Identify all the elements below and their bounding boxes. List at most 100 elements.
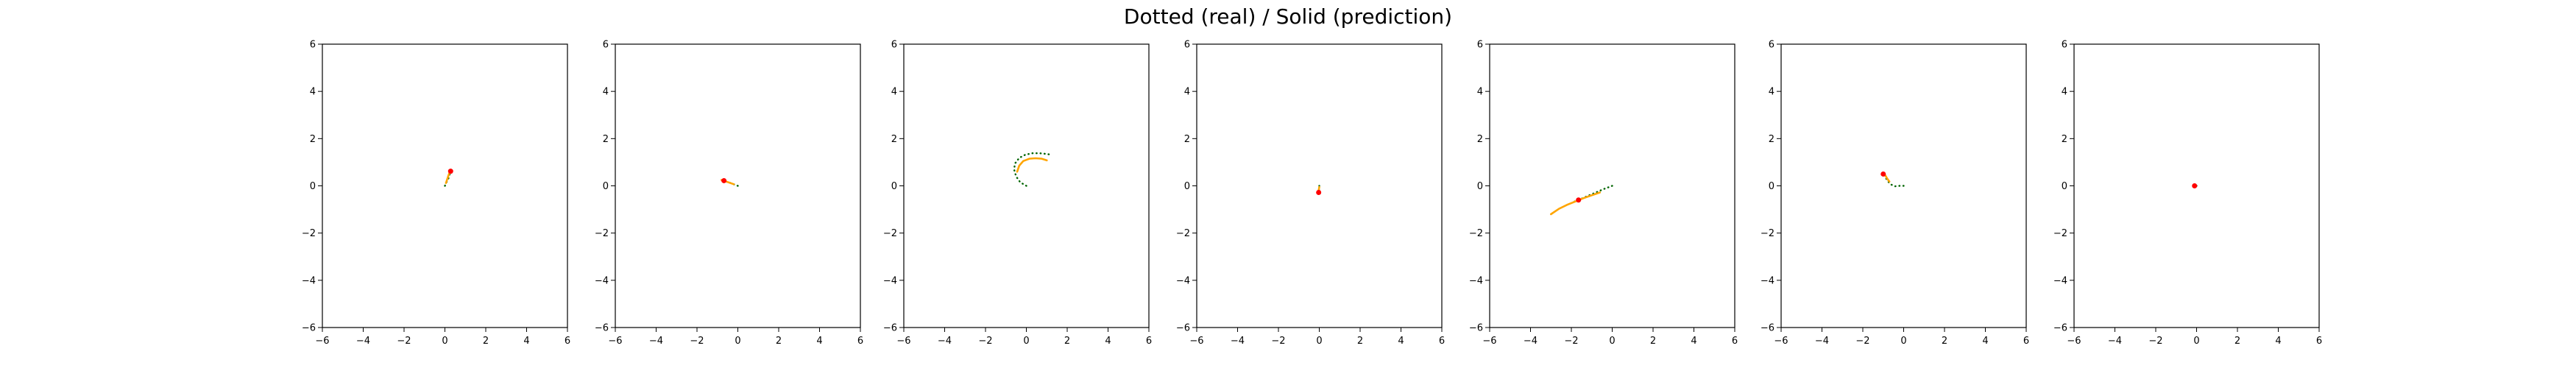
x-tick-label: 0	[1900, 336, 1906, 347]
x-tick-label: −4	[1231, 336, 1245, 347]
x-tick-label: −2	[1855, 336, 1869, 347]
y-tick-label: 4	[310, 87, 316, 98]
x-tick-label: 0	[1023, 336, 1029, 347]
y-tick-label: 0	[1769, 181, 1774, 192]
y-tick-label: 0	[1477, 181, 1483, 192]
x-tick-label: 0	[1316, 336, 1322, 347]
y-tick-label: 6	[603, 40, 609, 51]
x-tick-label: 2	[1650, 336, 1656, 347]
y-tick-label: 2	[310, 134, 316, 145]
x-tick-label: 6	[1732, 336, 1738, 347]
x-tick-label: 6	[2023, 336, 2029, 347]
subplot-7: −6 −4 −2 0 2 4 6 −6 −4 −2 0 2 4 6	[2053, 40, 2322, 347]
y-tick-label: −2	[595, 228, 609, 239]
current-position-marker	[2192, 183, 2198, 188]
x-tick-label: 2	[2234, 336, 2240, 347]
subplot-2: −6 −4 −2 0 2 4 6 −6 −4 −2 0 2 4 6	[595, 40, 863, 347]
current-position-marker	[1576, 197, 1582, 203]
y-tick-label: −4	[302, 275, 316, 286]
x-tick-label: 2	[483, 336, 489, 347]
subplot-5: −6 −4 −2 0 2 4 6 −6 −4 −2 0 2 4 6	[1469, 40, 1738, 347]
x-tick-label: 4	[816, 336, 822, 347]
x-tick-label: 2	[1942, 336, 1947, 347]
x-tick-label: −4	[1815, 336, 1829, 347]
x-tick-label: −2	[1271, 336, 1285, 347]
y-tick-label: −4	[2053, 275, 2067, 286]
y-tick-label: −6	[1176, 323, 1190, 334]
y-tick-label: 0	[310, 181, 316, 192]
x-tick-label: −2	[397, 336, 411, 347]
x-tick-label: 6	[565, 336, 570, 347]
x-tick-label: 0	[442, 336, 447, 347]
y-tick-label: 2	[603, 134, 609, 145]
x-tick-label: −6	[2067, 336, 2081, 347]
y-tick-label: −2	[883, 228, 897, 239]
x-tick-label: −2	[2148, 336, 2162, 347]
y-tick-label: −2	[302, 228, 316, 239]
y-tick-label: −6	[1469, 323, 1483, 334]
subplot-4: −6 −4 −2 0 2 4 6 −6 −4 −2 0 2 4 6	[1176, 40, 1445, 347]
x-tick-label: −4	[649, 336, 663, 347]
current-position-marker	[1316, 189, 1322, 195]
x-tick-label: −2	[978, 336, 992, 347]
prediction-trajectory-line	[1016, 157, 1048, 173]
y-tick-label: 4	[1184, 87, 1190, 98]
y-tick-label: −6	[302, 323, 316, 334]
y-tick-label: 2	[1477, 134, 1483, 145]
y-tick-label: 6	[1477, 40, 1483, 51]
x-tick-label: −2	[690, 336, 704, 347]
x-tick-label: −6	[1482, 336, 1496, 347]
x-tick-label: 2	[776, 336, 782, 347]
x-tick-label: −6	[1774, 336, 1788, 347]
x-tick-label: −4	[1524, 336, 1538, 347]
x-tick-label: 6	[1146, 336, 1152, 347]
x-tick-label: −4	[2108, 336, 2122, 347]
x-tick-label: 4	[2275, 336, 2281, 347]
y-tick-label: −4	[1176, 275, 1190, 286]
y-tick-label: 2	[1184, 134, 1190, 145]
y-tick-label: −4	[1761, 275, 1774, 286]
real-trajectory-line	[1013, 152, 1052, 187]
y-tick-label: 4	[891, 87, 897, 98]
subplot-3: −6 −4 −2 0 2 4 6 −6 −4 −2 0 2 4 6	[883, 40, 1152, 347]
y-tick-label: 2	[891, 134, 897, 145]
x-tick-label: −6	[1189, 336, 1203, 347]
x-tick-label: 6	[2316, 336, 2322, 347]
x-tick-label: −4	[356, 336, 370, 347]
x-tick-label: 4	[1398, 336, 1404, 347]
prediction-trajectory-line	[1884, 174, 1891, 183]
y-tick-label: −2	[2053, 228, 2067, 239]
x-tick-label: 4	[1105, 336, 1111, 347]
subplot-6: −6 −4 −2 0 2 4 6 −6 −4 −2 0 2 4 6	[1761, 40, 2029, 347]
y-tick-label: −6	[595, 323, 609, 334]
x-tick-label: −4	[938, 336, 952, 347]
y-tick-label: −2	[1176, 228, 1190, 239]
current-position-marker	[1880, 171, 1886, 177]
y-tick-label: 4	[1769, 87, 1774, 98]
x-tick-label: 4	[1982, 336, 1988, 347]
x-tick-label: 2	[1064, 336, 1070, 347]
y-tick-label: −4	[883, 275, 897, 286]
y-tick-label: 2	[2062, 134, 2067, 145]
x-tick-label: −6	[896, 336, 910, 347]
x-tick-label: −6	[608, 336, 622, 347]
y-tick-label: 4	[603, 87, 609, 98]
y-tick-label: −6	[1761, 323, 1774, 334]
x-tick-label: 4	[1691, 336, 1696, 347]
y-tick-label: 6	[310, 40, 316, 51]
y-tick-label: −6	[883, 323, 897, 334]
y-tick-label: 2	[1769, 134, 1774, 145]
x-tick-label: 0	[2193, 336, 2199, 347]
prediction-trajectory-line	[1550, 191, 1602, 216]
y-tick-label: −4	[1469, 275, 1483, 286]
subplot-1: −6 −4 −2 0 2 4 6 −6 −4 −2 0 2 4 6	[302, 40, 570, 347]
x-tick-label: 0	[735, 336, 740, 347]
y-tick-label: −6	[2053, 323, 2067, 334]
y-tick-label: −2	[1761, 228, 1774, 239]
y-tick-label: 4	[1477, 87, 1483, 98]
y-tick-label: −2	[1469, 228, 1483, 239]
y-tick-label: 0	[2062, 181, 2067, 192]
y-tick-label: 6	[891, 40, 897, 51]
y-tick-label: 0	[1184, 181, 1190, 192]
